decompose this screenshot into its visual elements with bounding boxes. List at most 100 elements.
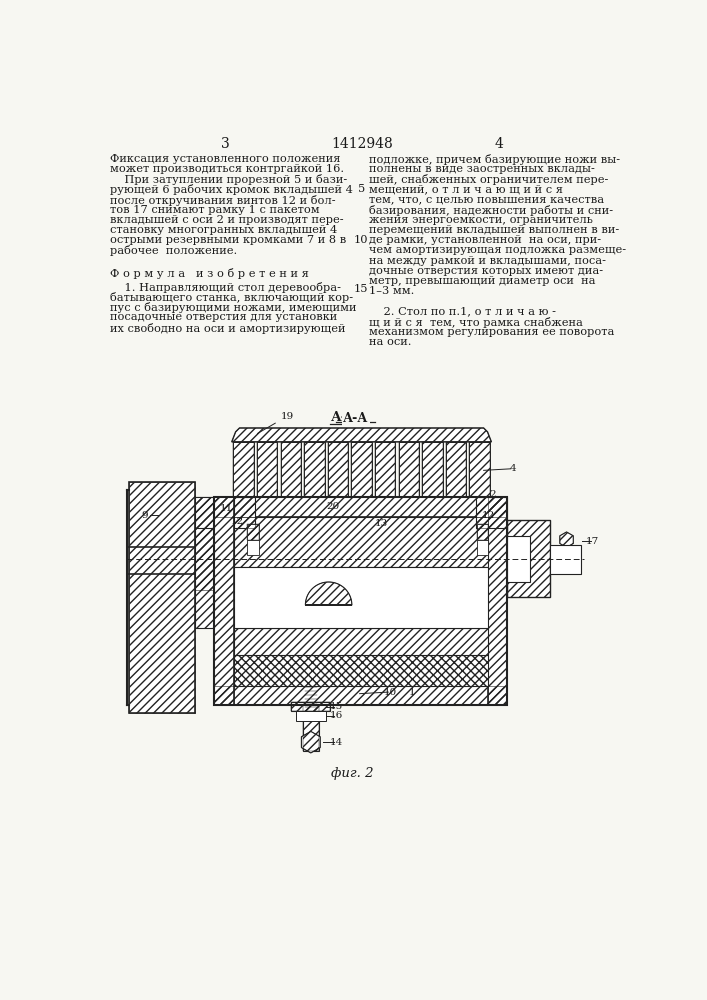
Bar [129,482,195,713]
Text: может производиться контргайкой 16.: может производиться контргайкой 16. [110,164,344,174]
Bar [476,497,507,528]
Bar [247,540,259,555]
Bar [507,520,549,597]
Text: 19: 19 [257,412,294,434]
Bar [234,655,488,686]
Bar [234,628,488,655]
Text: 9: 9 [141,511,148,520]
Bar [399,442,419,497]
Bar [233,442,254,497]
Bar [445,442,466,497]
Bar [233,442,254,497]
Text: становку многогранных вкладышей 4: становку многогранных вкладышей 4 [110,225,337,235]
Bar [477,524,488,540]
Bar [129,482,195,713]
Text: на между рамкой и вкладышами, поса-: на между рамкой и вкладышами, поса- [369,256,606,266]
Text: перемещений вкладышей выполнен в ви-: перемещений вкладышей выполнен в ви- [369,225,619,235]
Text: механизмом регулирования ее поворота: механизмом регулирования ее поворота [369,327,614,337]
Text: тов 17 снимают рамку 1 с пакетом: тов 17 снимают рамку 1 с пакетом [110,205,320,215]
Bar [214,497,234,705]
Bar [445,442,466,497]
Text: 4: 4 [495,137,503,151]
Bar [234,567,488,628]
Text: При затуплении прорезной 5 и бази-: При затуплении прорезной 5 и бази- [110,174,347,185]
Text: 14: 14 [329,738,343,747]
Text: рабочее  положение.: рабочее положение. [110,245,238,256]
Text: де рамки, установленной  на оси, при-: де рамки, установленной на оси, при- [369,235,601,245]
Bar [488,497,507,705]
Bar [247,524,259,540]
Text: пус с базирующими ножами, имеющими: пус с базирующими ножами, имеющими [110,302,356,313]
Bar [195,497,214,528]
Text: 11: 11 [220,504,233,513]
Bar [476,497,507,528]
Bar [303,705,319,751]
Text: 10: 10 [354,235,368,245]
Text: посадочные отверстия для установки: посадочные отверстия для установки [110,312,337,322]
Text: Фиксация установленного положения: Фиксация установленного положения [110,154,341,164]
Text: 15: 15 [354,284,368,294]
Bar [291,702,330,711]
Text: 1–3 мм.: 1–3 мм. [369,286,414,296]
Text: 1: 1 [409,688,416,697]
Text: батывающего станка, включающий кор-: батывающего станка, включающий кор- [110,292,354,303]
Bar [399,442,419,497]
Bar [214,686,507,705]
Polygon shape [558,549,575,569]
Bar [304,442,325,497]
Text: 12: 12 [481,511,495,520]
Text: 13: 13 [375,519,388,528]
Text: шей, снабженных ограничителем пере-: шей, снабженных ограничителем пере- [369,174,608,185]
Text: 15: 15 [329,702,343,711]
Text: базирования, надежности работы и сни-: базирования, надежности работы и сни- [369,205,613,216]
Bar [195,497,214,628]
Bar [195,528,214,590]
Bar [234,655,488,686]
Text: А-А: А-А [343,412,368,425]
Bar [422,442,443,497]
Text: 2: 2 [489,490,496,499]
Bar [195,528,214,590]
Text: рующей 6 рабочих кромок вкладышей 4: рующей 6 рабочих кромок вкладышей 4 [110,184,353,195]
Bar [234,497,255,528]
Bar [195,497,214,528]
Bar [214,686,507,705]
Bar [214,497,507,517]
Text: после откручивания винтов 12 и бол-: после откручивания винтов 12 и бол- [110,195,336,206]
Text: чем амортизирующая подложка размеще-: чем амортизирующая подложка размеще- [369,245,626,255]
Text: 5: 5 [358,184,365,194]
Text: 4: 4 [510,464,516,473]
Text: 3: 3 [221,137,230,151]
Bar [234,517,488,567]
Text: 12: 12 [230,517,244,526]
Bar [296,711,325,721]
Bar [507,536,530,582]
Text: их свободно на оси и амортизирующей: их свободно на оси и амортизирующей [110,323,346,334]
Bar [281,442,301,497]
Bar [234,517,488,567]
Text: 2. Стол по п.1, о т л и ч а ю -: 2. Стол по п.1, о т л и ч а ю - [369,306,556,316]
Bar [328,442,349,497]
Bar [214,497,507,517]
Bar [304,442,325,497]
Bar [351,442,372,497]
Bar [234,628,488,655]
Text: на оси.: на оси. [369,337,411,347]
Bar [291,702,330,711]
Bar [281,442,301,497]
Text: тем, что, с целью повышения качества: тем, что, с целью повышения качества [369,195,604,205]
Bar [195,497,214,628]
Text: полнены в виде заостренных вклады-: полнены в виде заостренных вклады- [369,164,595,174]
Text: 1. Направляющий стол деревообра-: 1. Направляющий стол деревообра- [110,282,341,293]
Polygon shape [560,532,573,547]
Polygon shape [305,582,352,605]
Text: жения энергоемкости, ограничитель: жения энергоемкости, ограничитель [369,215,592,225]
Bar [422,442,443,497]
Bar [257,442,277,497]
Text: 16: 16 [329,711,343,720]
Bar [477,540,488,555]
Text: 1412948: 1412948 [331,137,393,151]
Text: Ф о р м у л а   и з о б р е т е н и я: Ф о р м у л а и з о б р е т е н и я [110,268,309,279]
Text: фиг. 2: фиг. 2 [331,767,373,780]
Bar [257,442,277,497]
